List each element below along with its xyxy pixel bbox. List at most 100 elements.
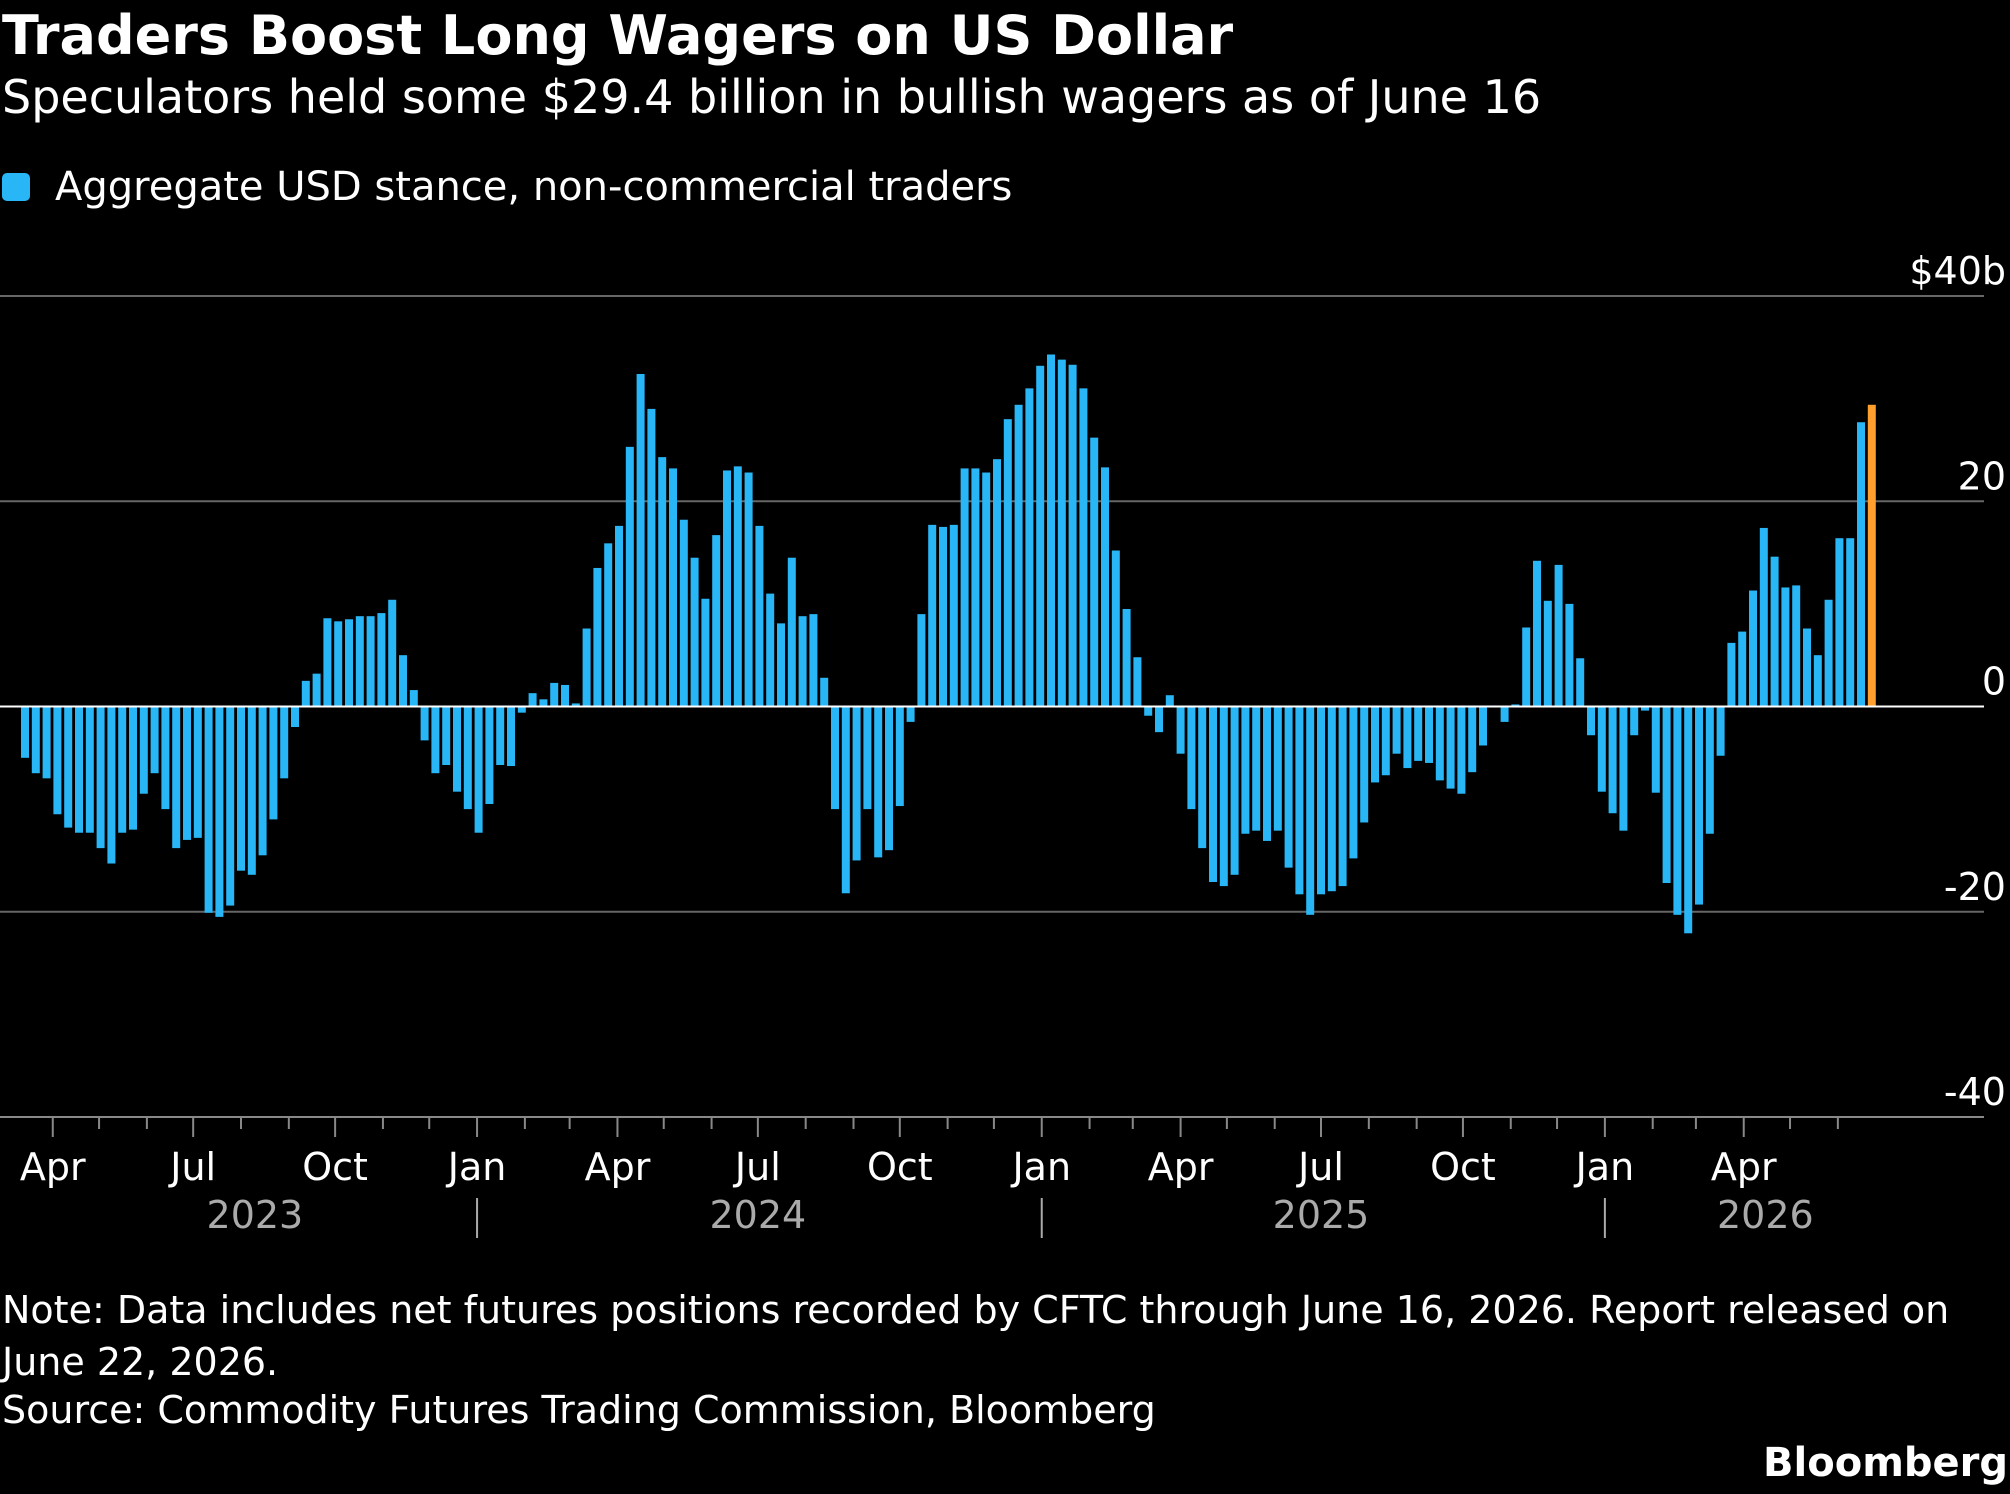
x-year-label: 2024 bbox=[709, 1193, 806, 1237]
x-month-label: Oct bbox=[1430, 1145, 1496, 1189]
bar bbox=[960, 468, 969, 707]
bar bbox=[604, 543, 613, 707]
bar bbox=[172, 706, 181, 849]
bar bbox=[204, 706, 213, 913]
bar bbox=[1176, 706, 1185, 754]
bar bbox=[1219, 706, 1228, 887]
bar bbox=[31, 706, 40, 774]
bar bbox=[1457, 706, 1466, 794]
x-year-label: 2025 bbox=[1273, 1193, 1370, 1237]
bar bbox=[1273, 706, 1282, 831]
bar bbox=[1068, 364, 1077, 707]
bar bbox=[291, 706, 299, 728]
bar bbox=[1047, 354, 1055, 707]
bar bbox=[1230, 706, 1239, 875]
bar bbox=[96, 706, 105, 849]
bar bbox=[755, 525, 764, 707]
bar bbox=[42, 706, 51, 779]
bar bbox=[1705, 706, 1714, 834]
x-month-label: Apr bbox=[20, 1145, 86, 1189]
bar bbox=[982, 472, 991, 707]
bar bbox=[1144, 706, 1153, 716]
bar bbox=[647, 408, 656, 707]
bar bbox=[971, 468, 980, 707]
y-tick-label: $40b bbox=[1909, 249, 2006, 293]
bar bbox=[280, 706, 289, 779]
bar bbox=[1446, 706, 1455, 789]
bar bbox=[420, 706, 429, 741]
bar bbox=[1155, 706, 1163, 733]
bar bbox=[366, 616, 375, 707]
x-month-label: Oct bbox=[867, 1145, 933, 1189]
bloomberg-logo: Bloomberg bbox=[1763, 1440, 2008, 1486]
bar bbox=[679, 519, 688, 707]
bar bbox=[1252, 706, 1261, 831]
bar bbox=[1187, 706, 1196, 810]
bar bbox=[593, 567, 602, 707]
bar bbox=[841, 706, 850, 894]
bar bbox=[463, 706, 472, 810]
bar bbox=[1327, 706, 1336, 892]
bar bbox=[1554, 564, 1563, 707]
bar bbox=[625, 446, 634, 707]
bar bbox=[1749, 590, 1757, 707]
bar-latest bbox=[1867, 404, 1876, 707]
bar bbox=[1381, 706, 1390, 776]
bar bbox=[744, 472, 753, 707]
bar bbox=[301, 680, 310, 707]
bar bbox=[388, 599, 397, 707]
bar bbox=[1306, 706, 1315, 915]
bar bbox=[1014, 404, 1023, 707]
bar bbox=[1295, 706, 1304, 895]
bar bbox=[85, 706, 94, 833]
bar bbox=[312, 673, 321, 707]
x-month-label: Apr bbox=[585, 1145, 651, 1189]
bar bbox=[399, 655, 407, 707]
bar bbox=[1781, 587, 1790, 707]
bar bbox=[1003, 419, 1012, 707]
bar bbox=[1630, 706, 1639, 736]
chart-source: Source: Commodity Futures Trading Commis… bbox=[2, 1388, 1156, 1432]
bar bbox=[1576, 658, 1585, 707]
x-month-label: Jan bbox=[446, 1145, 507, 1189]
bar bbox=[1133, 657, 1142, 707]
bar bbox=[831, 706, 839, 810]
bar bbox=[1597, 706, 1606, 792]
legend-swatch-icon bbox=[2, 173, 30, 201]
bar bbox=[766, 593, 775, 707]
bar bbox=[1500, 706, 1509, 722]
bar bbox=[874, 706, 883, 858]
y-tick-label: -20 bbox=[1944, 865, 2006, 909]
bar bbox=[1371, 706, 1379, 783]
bar bbox=[723, 470, 731, 707]
chart-subtitle: Speculators held some $29.4 billion in b… bbox=[2, 70, 1542, 124]
x-month-label: Jul bbox=[168, 1145, 216, 1189]
bar bbox=[409, 690, 418, 707]
bar bbox=[485, 706, 494, 804]
bar bbox=[323, 618, 332, 707]
bar bbox=[1673, 706, 1682, 915]
bar bbox=[733, 466, 742, 707]
bar bbox=[107, 706, 116, 864]
y-tick-label: 0 bbox=[1982, 660, 2006, 704]
bar bbox=[669, 468, 677, 707]
bar bbox=[550, 682, 559, 707]
bar bbox=[161, 706, 170, 810]
bar bbox=[1511, 704, 1520, 707]
x-month-label: Jul bbox=[1296, 1145, 1344, 1189]
bar bbox=[1338, 706, 1347, 887]
x-year-label: 2026 bbox=[1717, 1193, 1814, 1237]
bar bbox=[1111, 550, 1120, 707]
bar bbox=[1587, 706, 1595, 736]
bar bbox=[658, 457, 667, 707]
bar bbox=[258, 706, 267, 856]
bar bbox=[571, 703, 580, 707]
bar bbox=[1543, 600, 1552, 707]
bar bbox=[1684, 706, 1693, 934]
bar bbox=[1608, 706, 1617, 814]
bar bbox=[1414, 706, 1423, 761]
bar bbox=[615, 525, 623, 707]
bar bbox=[193, 706, 202, 838]
bar bbox=[1803, 628, 1811, 707]
x-month-label: Oct bbox=[302, 1145, 368, 1189]
